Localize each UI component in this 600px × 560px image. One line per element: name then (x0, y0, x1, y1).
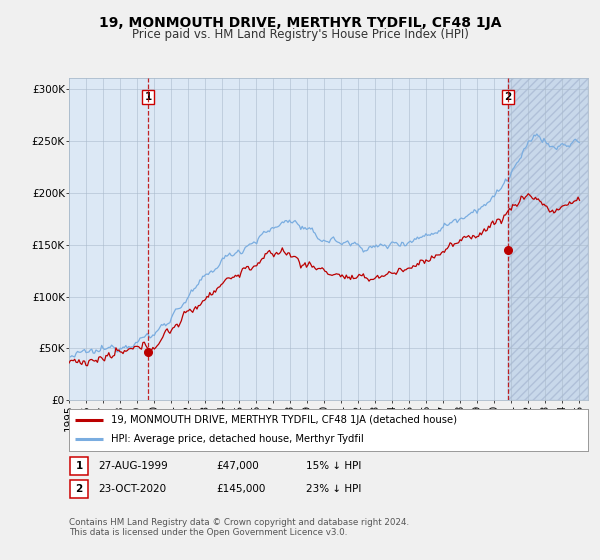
Text: Price paid vs. HM Land Registry's House Price Index (HPI): Price paid vs. HM Land Registry's House … (131, 28, 469, 41)
Text: £47,000: £47,000 (216, 461, 259, 471)
Text: 23-OCT-2020: 23-OCT-2020 (98, 484, 166, 494)
Text: 2: 2 (505, 92, 512, 102)
Text: £145,000: £145,000 (216, 484, 265, 494)
Text: 23% ↓ HPI: 23% ↓ HPI (306, 484, 361, 494)
Text: 19, MONMOUTH DRIVE, MERTHYR TYDFIL, CF48 1JA: 19, MONMOUTH DRIVE, MERTHYR TYDFIL, CF48… (99, 16, 501, 30)
Text: 27-AUG-1999: 27-AUG-1999 (98, 461, 167, 471)
Text: 1: 1 (76, 461, 83, 471)
Text: 19, MONMOUTH DRIVE, MERTHYR TYDFIL, CF48 1JA (detached house): 19, MONMOUTH DRIVE, MERTHYR TYDFIL, CF48… (110, 415, 457, 425)
Text: HPI: Average price, detached house, Merthyr Tydfil: HPI: Average price, detached house, Mert… (110, 435, 363, 445)
Bar (508, 78, 588, 400)
Text: 2: 2 (76, 484, 83, 494)
Text: Contains HM Land Registry data © Crown copyright and database right 2024.
This d: Contains HM Land Registry data © Crown c… (69, 518, 409, 538)
Text: 1: 1 (145, 92, 152, 102)
Text: 15% ↓ HPI: 15% ↓ HPI (306, 461, 361, 471)
